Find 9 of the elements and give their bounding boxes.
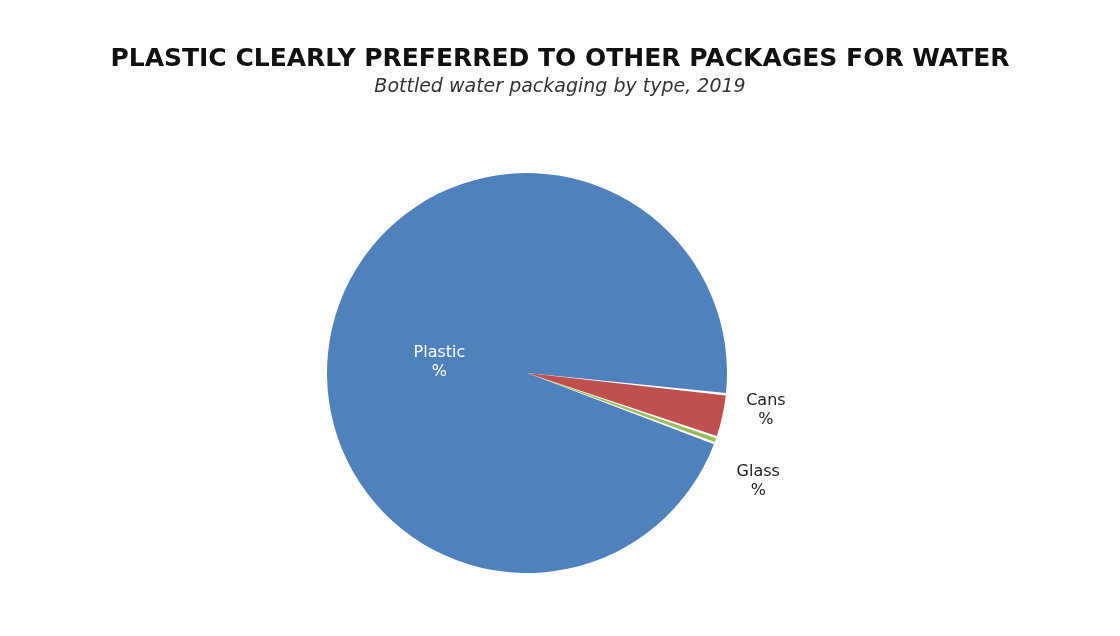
pie-slice	[327, 173, 727, 573]
slice-label: Plastic	[413, 342, 466, 362]
slice-label: Glass	[736, 460, 780, 480]
chart-title: PLASTIC CLEARLY PREFERRED TO OTHER PACKAGES FOR WATER	[110, 43, 1010, 72]
data-label: %	[758, 409, 774, 429]
slice-label: Cans	[746, 390, 786, 410]
chart-subtitle: Bottled water packaging by type, 2019	[374, 74, 746, 96]
data-label: %	[750, 479, 766, 499]
data-label: %	[431, 361, 448, 381]
